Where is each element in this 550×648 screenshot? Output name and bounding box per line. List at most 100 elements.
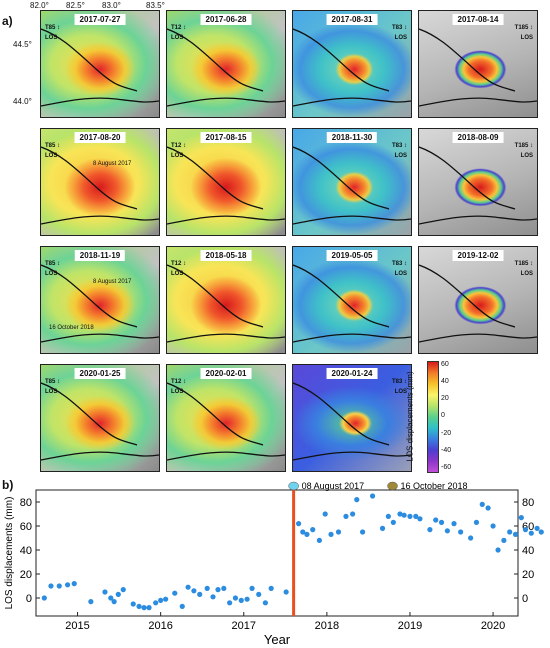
plot-frame bbox=[35, 489, 519, 617]
fault-line bbox=[293, 264, 390, 328]
data-point bbox=[444, 528, 450, 534]
event-marker bbox=[387, 481, 398, 491]
data-point bbox=[244, 596, 250, 602]
colorbar-tick: -20 bbox=[441, 430, 452, 437]
x-tick-label: 2016 bbox=[148, 620, 172, 632]
x-tick-label: 2018 bbox=[315, 620, 339, 632]
data-point bbox=[238, 597, 244, 603]
data-point bbox=[185, 584, 191, 590]
data-point bbox=[328, 531, 334, 537]
data-point bbox=[221, 585, 227, 591]
tile-date-label: 2017-06-28 bbox=[200, 14, 252, 25]
data-point bbox=[490, 523, 496, 529]
y-tick-label-right: 80 bbox=[522, 497, 534, 509]
los-label: LOS bbox=[171, 389, 184, 395]
tile-date-label: 2017-08-15 bbox=[200, 132, 252, 143]
interferogram-tile: 2018-08-09 T185 ↕ LOS bbox=[418, 128, 538, 236]
fault-line bbox=[293, 215, 411, 225]
fault-line bbox=[41, 382, 138, 446]
interferogram-tile: 2017-08-14 T185 ↕ LOS bbox=[418, 10, 538, 118]
interferogram-tile: 2020-01-24 T83 ↕ LOS bbox=[292, 364, 412, 472]
data-point bbox=[501, 537, 507, 543]
track-label: T185 ↕ bbox=[514, 25, 533, 31]
data-point bbox=[262, 600, 268, 606]
fault-line bbox=[41, 451, 159, 461]
y-tick-label-right: 20 bbox=[522, 569, 534, 581]
data-point bbox=[108, 595, 114, 601]
data-point bbox=[528, 530, 534, 536]
interferogram-tile: 2018-05-18 T12 ↕ LOS bbox=[166, 246, 286, 354]
data-point bbox=[385, 513, 391, 519]
interferogram-tile: 2020-02-01 T12 ↕ LOS bbox=[166, 364, 286, 472]
data-point bbox=[304, 531, 310, 537]
los-label: LOS bbox=[45, 271, 58, 277]
interferogram-tile: 2017-08-31 T83 ↕ LOS bbox=[292, 10, 412, 118]
fault-line bbox=[41, 28, 138, 92]
data-point bbox=[215, 587, 221, 593]
lon-tick-label: 82.0° bbox=[30, 1, 49, 10]
interferogram-tile: 2017-07-27 T85 ↕ LOS bbox=[40, 10, 160, 118]
data-point bbox=[256, 591, 262, 597]
los-label: LOS bbox=[394, 35, 407, 41]
fault-line bbox=[419, 97, 537, 107]
los-label: LOS bbox=[520, 35, 533, 41]
data-point bbox=[369, 493, 376, 499]
tile-date-label: 2020-02-01 bbox=[200, 368, 252, 379]
tile-date-label: 2020-01-25 bbox=[74, 368, 126, 379]
fault-line bbox=[293, 146, 390, 210]
event-label: 16 October 2018 bbox=[401, 481, 468, 491]
fault-line bbox=[293, 333, 411, 343]
lat-tick-label: 44.5° bbox=[13, 40, 32, 49]
data-point bbox=[427, 527, 433, 533]
data-point bbox=[518, 515, 524, 521]
data-point bbox=[204, 585, 210, 591]
colorbar-tick: 20 bbox=[441, 395, 449, 402]
data-point bbox=[473, 519, 480, 525]
panel-b-label: b) bbox=[2, 478, 14, 492]
track-label: T85 ↕ bbox=[45, 261, 61, 267]
data-point bbox=[268, 585, 274, 591]
data-point bbox=[479, 501, 485, 507]
event-annotation: 8 August 2017 bbox=[93, 161, 132, 167]
data-point bbox=[485, 505, 491, 511]
data-point bbox=[48, 583, 54, 589]
tile-date-label: 2017-08-14 bbox=[452, 14, 504, 25]
fault-trace-overlay bbox=[41, 28, 159, 107]
data-point bbox=[522, 527, 529, 533]
los-label: LOS bbox=[171, 153, 184, 159]
tile-date-label: 2019-12-02 bbox=[452, 250, 504, 261]
data-point bbox=[146, 605, 152, 611]
fault-trace-overlay bbox=[293, 28, 411, 107]
data-point bbox=[451, 521, 457, 527]
los-label: LOS bbox=[394, 271, 407, 277]
track-label: T85 ↕ bbox=[45, 379, 61, 385]
data-point bbox=[249, 585, 255, 591]
colorbar-tick: 0 bbox=[441, 412, 445, 419]
data-point bbox=[179, 603, 185, 609]
fault-line bbox=[167, 451, 285, 461]
los-label: LOS bbox=[45, 389, 58, 395]
tile-date-label: 2018-05-18 bbox=[200, 250, 252, 261]
fault-line bbox=[419, 215, 537, 225]
fault-line bbox=[419, 264, 516, 328]
data-point bbox=[296, 521, 302, 527]
data-point bbox=[172, 590, 178, 596]
interferogram-tile: 2017-08-20 T85 ↕ LOS 8 August 2017 bbox=[40, 128, 160, 236]
fault-trace-overlay bbox=[293, 382, 411, 461]
fault-line bbox=[41, 146, 138, 210]
track-label: T185 ↕ bbox=[514, 261, 533, 267]
fault-line bbox=[41, 97, 159, 107]
fault-trace-overlay bbox=[41, 264, 159, 343]
lon-tick-label: 83.5° bbox=[146, 1, 165, 10]
x-tick-label: 2015 bbox=[65, 620, 89, 632]
data-point bbox=[316, 537, 322, 543]
data-point bbox=[343, 513, 349, 519]
fault-trace-overlay bbox=[419, 264, 537, 343]
fault-line bbox=[293, 28, 390, 92]
data-point bbox=[210, 594, 216, 600]
data-point bbox=[354, 497, 360, 503]
data-point bbox=[359, 529, 366, 535]
fault-trace-overlay bbox=[41, 146, 159, 225]
data-point bbox=[115, 591, 121, 597]
